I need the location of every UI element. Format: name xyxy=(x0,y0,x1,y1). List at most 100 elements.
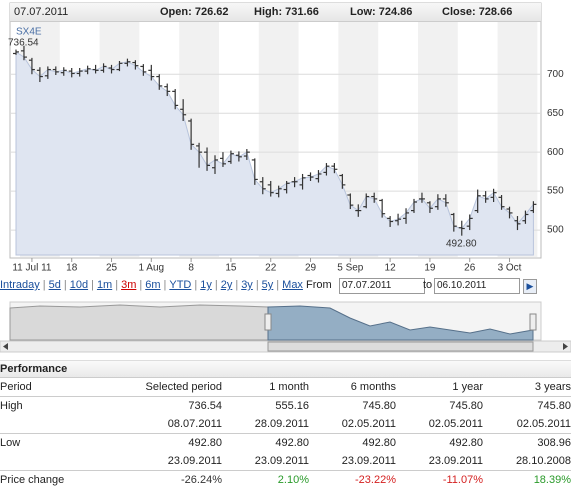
separator: | xyxy=(63,279,67,291)
range-button[interactable]: 3y xyxy=(241,279,253,291)
range-bar: Intraday | 5d | 10d | 1m | 3m | 6m | YTD | 1y | 2y | 3y | 5y… xyxy=(0,279,303,291)
scrollbar-thumb[interactable] xyxy=(267,341,534,352)
table-cell: 02.05.2011 xyxy=(516,418,571,430)
table-row: Low 492.80 492.80 492.80 492.80 308.96 xyxy=(0,433,571,452)
y-tick-label: 550 xyxy=(547,186,564,197)
table-cell: 6 months xyxy=(309,377,396,397)
table-cell: Low xyxy=(0,433,120,452)
separator: | xyxy=(235,279,239,291)
range-button[interactable]: Intraday xyxy=(0,279,40,291)
range-button[interactable]: 5d xyxy=(48,279,61,291)
performance-title: Performance xyxy=(0,360,571,377)
navigator-area xyxy=(9,304,269,341)
separator: | xyxy=(163,279,167,291)
header-field-label: Close: xyxy=(442,6,476,18)
separator: | xyxy=(91,279,94,291)
table-cell: 1 month xyxy=(222,377,309,397)
header-date: 07.07.2011 xyxy=(14,6,69,18)
header-field: Low: 724.86 xyxy=(350,6,412,18)
range-button[interactable]: 6m xyxy=(145,279,161,291)
to-input[interactable]: 06.10.2011 xyxy=(434,278,520,294)
table-cell xyxy=(0,415,120,434)
table-cell: Selected period xyxy=(120,377,222,397)
separator: | xyxy=(115,279,119,291)
x-tick-label: 19 xyxy=(424,263,436,274)
table-row: High 736.54 555.16 745.80 745.80 745.80 xyxy=(0,396,571,415)
table-cell: -23.22% xyxy=(309,470,396,489)
header-field-value: 728.66 xyxy=(478,6,513,18)
navigator-selection xyxy=(267,305,534,341)
table-cell: 745.80 xyxy=(483,396,571,415)
x-tick-label: 1 Aug xyxy=(139,263,165,274)
navigator-handle[interactable] xyxy=(529,313,537,331)
x-tick-label: 18 xyxy=(66,263,78,274)
y-tick-label: 500 xyxy=(547,225,564,236)
table-cell: 2.10% xyxy=(222,470,309,489)
table-cell: 736.54 xyxy=(120,396,222,415)
table-cell: -11.07% xyxy=(396,470,483,489)
range-button[interactable]: 1m xyxy=(96,279,113,291)
table-row: 23.09.2011 23.09.2011 23.09.2011 23.09.2011… xyxy=(0,452,571,471)
header-field-value: 726.62 xyxy=(194,6,229,18)
performance: Performance Period Selected period 1 month… xyxy=(0,360,571,489)
table-cell: 492.80 xyxy=(309,433,396,452)
annotation: 736.54 xyxy=(8,38,39,49)
range-button[interactable]: Max xyxy=(282,279,303,291)
series-label: SX4E xyxy=(16,27,42,38)
table-cell: 3 years xyxy=(483,377,571,397)
table-cell: 23.09.2011 xyxy=(167,455,222,467)
from-label: From xyxy=(306,279,332,291)
table-row: Period Selected period 1 month 6 months 1 ye… xyxy=(0,377,571,397)
header-field-label: High: xyxy=(254,6,283,18)
range-button[interactable]: YTD xyxy=(169,279,192,291)
x-tick-label: 8 xyxy=(188,263,194,274)
from-input[interactable]: 07.07.2011 xyxy=(339,278,425,294)
y-tick-label: 700 xyxy=(547,69,564,80)
x-tick-label: 29 xyxy=(305,263,317,274)
header-field-label: Open: xyxy=(160,6,192,18)
table-cell: 23.09.2011 xyxy=(428,455,483,467)
x-tick-label: 12 xyxy=(385,263,397,274)
range-button[interactable]: 3m xyxy=(121,279,137,291)
table-cell: 02.05.2011 xyxy=(341,418,396,430)
scroll-left[interactable] xyxy=(3,343,8,350)
table-cell: -26.24% xyxy=(120,470,222,489)
table-cell: Price change xyxy=(0,470,120,489)
header-field: Open: 726.62 xyxy=(160,6,229,18)
table-row: Price change -26.24% 2.10% -23.22% -11.07% 18… xyxy=(0,470,571,489)
table-cell: 08.07.2011 xyxy=(167,418,222,430)
x-tick-label: 11 Jul 11 xyxy=(12,263,52,274)
table-cell: 02.05.2011 xyxy=(428,418,483,430)
table-cell: 492.80 xyxy=(222,433,309,452)
table-cell: 18.39% xyxy=(483,470,571,489)
table-cell: 555.16 xyxy=(222,396,309,415)
go-button[interactable]: ▶ xyxy=(523,279,537,294)
annotation: 492.80 xyxy=(446,239,477,250)
range-button[interactable]: 1y xyxy=(200,279,212,291)
performance-table: Period Selected period 1 month 6 months 1 ye… xyxy=(0,377,571,489)
range-button[interactable]: 2y xyxy=(220,279,233,291)
x-tick-label: 3 Oct xyxy=(498,263,522,274)
x-tick-label: 15 xyxy=(225,263,237,274)
scroll-right[interactable] xyxy=(563,343,568,350)
table-cell: 23.09.2011 xyxy=(254,455,309,467)
to-label: to xyxy=(423,279,433,291)
x-tick-label: 5 Sep xyxy=(337,263,364,274)
y-tick-label: 600 xyxy=(547,147,564,158)
separator: | xyxy=(255,279,259,291)
separator: | xyxy=(214,279,218,291)
table-row: 08.07.2011 28.09.2011 02.05.2011 02.05.2011… xyxy=(0,415,571,434)
range-button[interactable]: 5y xyxy=(261,279,274,291)
navigator-handle[interactable] xyxy=(264,313,272,331)
separator: | xyxy=(139,279,143,291)
x-tick-label: 22 xyxy=(265,263,277,274)
range-button[interactable]: 10d xyxy=(69,279,89,291)
table-cell: 492.80 xyxy=(396,433,483,452)
table-cell: Period xyxy=(0,377,120,397)
navigator xyxy=(0,301,571,353)
table-cell: 28.10.2008 xyxy=(515,455,571,467)
separator: | xyxy=(276,279,280,291)
table-cell: 308.96 xyxy=(483,433,571,452)
separator: | xyxy=(42,279,46,291)
